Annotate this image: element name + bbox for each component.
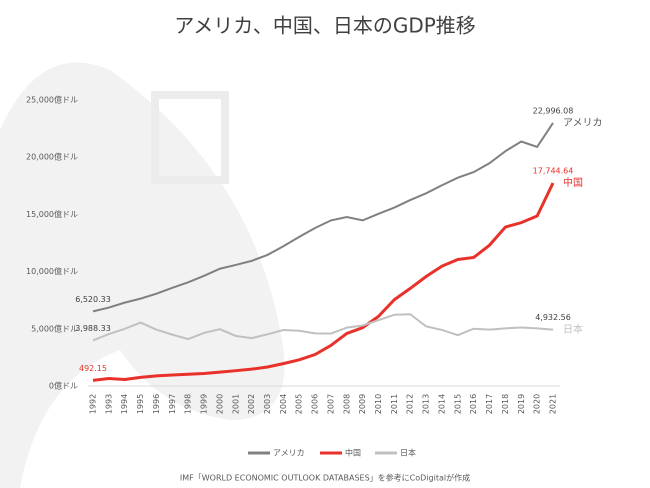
x-tick-label: 1999 xyxy=(200,394,209,414)
x-tick-label: 2018 xyxy=(501,394,510,414)
x-tick-label: 2001 xyxy=(231,394,240,414)
watermark-shape xyxy=(0,62,285,488)
x-tick-label: 2014 xyxy=(437,394,446,414)
series-end-label: 日本 xyxy=(563,323,583,336)
legend-label: 中国 xyxy=(345,448,361,458)
x-tick-label: 1997 xyxy=(168,394,177,414)
series-line xyxy=(92,122,554,313)
x-tick-label: 2010 xyxy=(374,394,383,414)
series-line xyxy=(92,313,554,342)
x-tick-label: 2003 xyxy=(263,394,272,414)
chart-title: アメリカ、中国、日本のGDP推移 xyxy=(174,14,476,38)
data-label: 17,744.64 xyxy=(533,167,574,176)
y-tick-label: 15,000億ドル xyxy=(26,209,78,219)
data-label: 22,996.08 xyxy=(533,106,574,115)
watermark-box xyxy=(151,91,229,184)
source: IMF「WORLD ECONOMIC OUTLOOK DATABASES」を参考… xyxy=(180,473,470,483)
watermark xyxy=(0,62,285,488)
x-tick-label: 2015 xyxy=(453,394,462,414)
x-tick-label: 2011 xyxy=(390,394,399,414)
y-tick-label: 5,000億ドル xyxy=(31,323,78,333)
series-end-label: アメリカ xyxy=(563,117,603,129)
x-tick-label: 1996 xyxy=(152,394,161,414)
x-tick-label: 2017 xyxy=(485,394,494,414)
x-tick-label: 1993 xyxy=(104,394,113,414)
x-tick-label: 1998 xyxy=(184,394,193,414)
x-tick-label: 2016 xyxy=(469,394,478,414)
x-tick-label: 2008 xyxy=(342,394,351,414)
x-tick-label: 2021 xyxy=(549,394,558,414)
y-tick-label: 25,000億ドル xyxy=(26,95,78,105)
x-tick-label: 2007 xyxy=(326,394,335,414)
x-tick-label: 2019 xyxy=(517,394,526,414)
x-tick-label: 1992 xyxy=(89,394,98,414)
x-tick-label: 2004 xyxy=(279,394,288,414)
data-label: 4,932.56 xyxy=(535,313,571,322)
y-tick-label: 10,000億ドル xyxy=(26,266,78,276)
x-tick-label: 2020 xyxy=(533,394,542,414)
x-tick-label: 1994 xyxy=(120,394,129,414)
x-tick-label: 1995 xyxy=(136,394,145,414)
x-tick-label: 2012 xyxy=(406,394,415,414)
y-tick-label: 0億ドル xyxy=(49,381,78,391)
data-label: 492.15 xyxy=(79,364,107,373)
legend-label: 日本 xyxy=(400,448,416,458)
x-tick-label: 2000 xyxy=(215,394,224,414)
legend-label: アメリカ xyxy=(273,449,305,458)
x-tick-label: 2013 xyxy=(422,394,431,414)
x-tick-label: 2002 xyxy=(247,394,256,414)
x-tick-label: 2005 xyxy=(295,394,304,414)
y-tick-label: 20,000億ドル xyxy=(26,152,78,162)
data-label: 6,520.33 xyxy=(75,295,111,304)
x-tick-label: 2009 xyxy=(358,394,367,414)
data-label: 3,988.33 xyxy=(75,324,111,333)
series-end-label: 中国 xyxy=(563,176,583,189)
series-line xyxy=(92,182,555,382)
x-tick-label: 2006 xyxy=(311,394,320,414)
